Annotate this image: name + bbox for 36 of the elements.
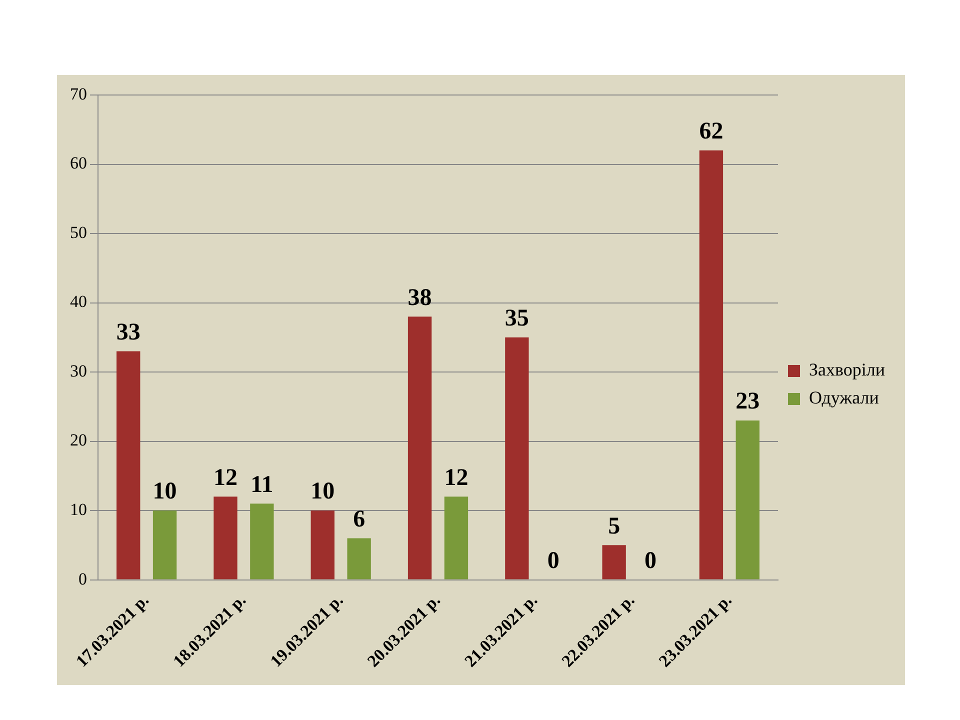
data-label: 0 xyxy=(644,548,656,574)
data-label: 12 xyxy=(444,464,468,491)
bar xyxy=(310,510,334,580)
bar xyxy=(444,496,468,580)
bar xyxy=(736,420,760,580)
legend-label: Захворіли xyxy=(809,360,886,380)
data-label: 35 xyxy=(504,306,529,332)
data-label: 10 xyxy=(310,478,335,505)
y-tick-label: 40 xyxy=(70,292,87,312)
data-label: 6 xyxy=(353,506,366,532)
data-label: 10 xyxy=(152,478,177,505)
y-tick-label: 0 xyxy=(78,569,87,588)
data-label: 38 xyxy=(408,284,432,311)
bar xyxy=(116,351,140,580)
bar xyxy=(505,337,529,580)
data-label: 23 xyxy=(736,388,760,415)
data-label: 33 xyxy=(116,319,140,346)
data-label: 11 xyxy=(250,472,274,498)
bar xyxy=(602,545,626,580)
y-tick-label: 30 xyxy=(70,361,87,380)
bar xyxy=(408,316,432,580)
y-tick-label: 60 xyxy=(70,154,87,173)
data-label: 5 xyxy=(608,513,620,540)
data-label: 62 xyxy=(699,118,724,145)
legend-label: Одужали xyxy=(809,388,880,408)
y-tick-label: 70 xyxy=(70,84,87,104)
bar xyxy=(699,150,724,580)
bar xyxy=(250,504,274,580)
data-label: 0 xyxy=(547,548,560,574)
bar xyxy=(152,510,177,580)
y-tick-label: 10 xyxy=(70,500,87,519)
data-label: 12 xyxy=(214,464,238,491)
bar xyxy=(347,538,371,580)
y-tick-label: 20 xyxy=(70,430,87,450)
bar xyxy=(214,496,238,580)
y-tick-label: 50 xyxy=(70,222,87,242)
